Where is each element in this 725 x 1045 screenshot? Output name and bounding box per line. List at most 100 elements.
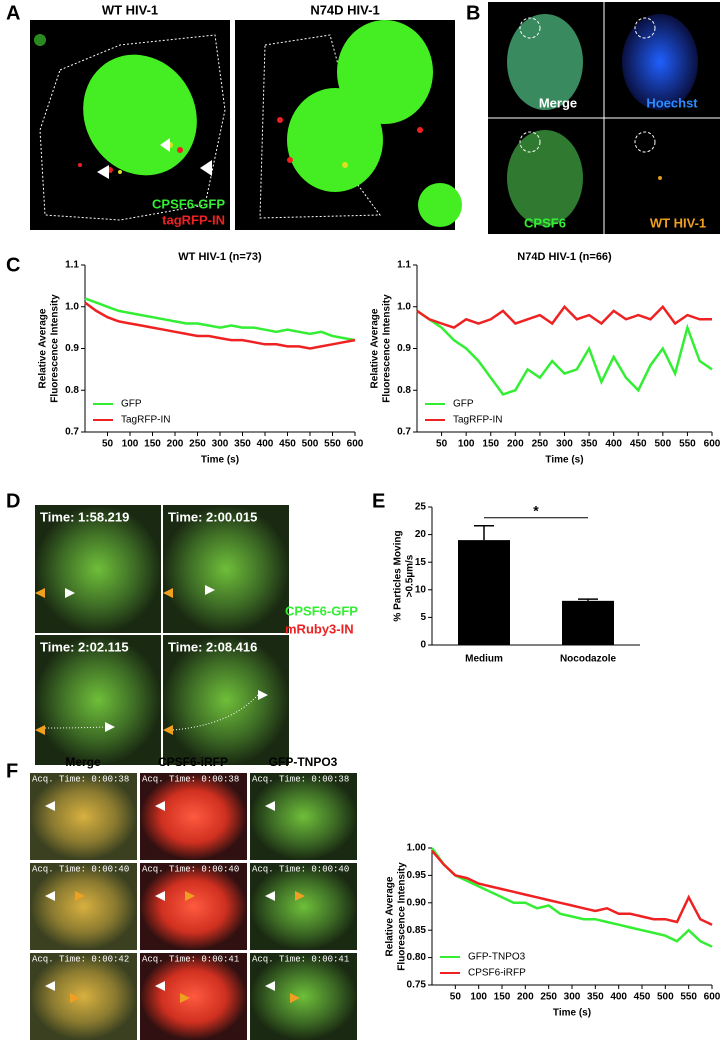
x-tick-label: 600 <box>704 992 721 1003</box>
x-tick-label: 50 <box>436 439 448 450</box>
legend-label: mRuby3-IN <box>285 621 354 636</box>
series-line <box>416 309 713 396</box>
x-tick-label: 300 <box>556 439 573 450</box>
y-tick-label: 1.0 <box>397 301 411 312</box>
micrograph: CPSF6-GFP tagRFP-IN <box>30 20 230 230</box>
y-tick-label: 0.8 <box>397 385 411 396</box>
x-tick-label: 400 <box>605 439 622 450</box>
timestamp: Acq. Time: 0:00:41 <box>252 954 349 964</box>
bar <box>458 540 510 645</box>
x-tick-label: 450 <box>634 992 651 1003</box>
y-tick-label: 0.85 <box>407 925 427 936</box>
panel-title: N74D HIV-1 <box>310 2 379 17</box>
image-label: Hoechst <box>646 95 698 110</box>
x-tick-label: 400 <box>610 992 627 1003</box>
x-tick-label: 250 <box>540 992 557 1003</box>
x-tick-label: 350 <box>587 992 604 1003</box>
error-bar <box>474 525 494 541</box>
panel-label: C <box>6 254 20 276</box>
y-tick-label: 1.1 <box>397 260 411 271</box>
x-tick-label: 450 <box>279 439 296 450</box>
timestamp: Acq. Time: 0:00:42 <box>32 954 129 964</box>
x-tick-label: 500 <box>657 992 674 1003</box>
x-tick-label: 100 <box>470 992 487 1003</box>
x-tick-label: 300 <box>212 439 229 450</box>
y-tick-label: 1.00 <box>407 843 427 854</box>
timestamp: Acq. Time: 0:00:38 <box>32 774 129 784</box>
x-axis-label: Time (s) <box>201 455 239 466</box>
x-tick-label: 50 <box>450 992 462 1003</box>
y-tick-label: 0.90 <box>407 897 427 908</box>
timestamp: Acq. Time: 0:00:38 <box>252 774 349 784</box>
y-tick-label: 0.7 <box>65 427 79 438</box>
x-tick-label: 600 <box>704 439 721 450</box>
y-tick-label: 25 <box>415 502 427 513</box>
x-tick-label: 400 <box>257 439 274 450</box>
x-axis-label: Time (s) <box>545 455 583 466</box>
x-tick-label: 350 <box>234 439 251 450</box>
x-tick-label: Nocodazole <box>560 654 617 665</box>
panel-title: WT HIV-1 <box>102 2 158 17</box>
image-label: CPSF6 <box>524 215 566 230</box>
y-tick-label: 20 <box>415 529 427 540</box>
timestamp: Acq. Time: 0:00:40 <box>252 864 349 874</box>
x-tick-label: 250 <box>189 439 206 450</box>
x-tick-label: 200 <box>507 439 524 450</box>
image-label: WT HIV-1 <box>650 215 706 230</box>
bar <box>562 600 614 645</box>
chart-title: WT HIV-1 (n=73) <box>178 251 262 263</box>
series-line <box>84 297 356 342</box>
panel-label: D <box>6 490 20 512</box>
x-tick-label: 100 <box>122 439 139 450</box>
x-tick-label: Medium <box>465 654 503 665</box>
y-tick-label: 5 <box>420 612 426 623</box>
column-title: GFP-TNPO3 <box>269 755 338 769</box>
x-tick-label: 550 <box>680 992 697 1003</box>
x-tick-label: 150 <box>494 992 511 1003</box>
column-title: Merge <box>65 755 101 769</box>
legend-label: TagRFP-IN <box>453 415 502 426</box>
micrograph <box>30 773 357 1040</box>
timestamp: Time: 1:58.219 <box>40 509 129 524</box>
y-tick-label: 0.95 <box>407 870 427 881</box>
y-axis-label: Fluorescence Intensity <box>397 862 408 971</box>
timestamp: Acq. Time: 0:00:40 <box>142 864 239 874</box>
y-tick-label: 10 <box>415 584 427 595</box>
x-tick-label: 150 <box>482 439 499 450</box>
x-tick-label: 350 <box>581 439 598 450</box>
y-tick-label: 1.0 <box>65 301 79 312</box>
x-tick-label: 500 <box>654 439 671 450</box>
y-axis-label: Fluorescence Intensity <box>50 294 61 403</box>
image-label: Merge <box>539 95 577 110</box>
x-tick-label: 500 <box>302 439 319 450</box>
x-tick-label: 100 <box>458 439 475 450</box>
y-tick-label: 1.1 <box>65 260 79 271</box>
x-tick-label: 600 <box>347 439 364 450</box>
y-tick-label: 0.9 <box>65 343 79 354</box>
y-axis-label: Relative Average <box>370 308 381 388</box>
legend-label: GFP <box>453 399 474 410</box>
timestamp: Acq. Time: 0:00:41 <box>142 954 239 964</box>
legend-label: TagRFP-IN <box>121 415 170 426</box>
legend-label: tagRFP-IN <box>162 212 225 227</box>
column-title: CPSF6-iRFP <box>158 755 228 769</box>
panel-label: A <box>6 2 20 24</box>
y-tick-label: 0.75 <box>407 980 427 991</box>
timestamp: Acq. Time: 0:00:38 <box>142 774 239 784</box>
legend-label: CPSF6-GFP <box>285 603 358 618</box>
significance-label: * <box>533 502 539 518</box>
x-tick-label: 550 <box>324 439 341 450</box>
y-tick-label: 0.80 <box>407 952 427 963</box>
x-tick-label: 200 <box>167 439 184 450</box>
timestamp: Acq. Time: 0:00:40 <box>32 864 129 874</box>
y-tick-label: 0.7 <box>397 427 411 438</box>
panel-label: F <box>6 760 18 782</box>
timestamp: Time: 2:02.115 <box>40 639 129 654</box>
y-tick-label: 0.9 <box>397 343 411 354</box>
legend-label: GFP <box>121 399 142 410</box>
y-tick-label: 15 <box>415 557 427 568</box>
y-tick-label: 0.8 <box>65 385 79 396</box>
x-tick-label: 450 <box>630 439 647 450</box>
y-axis-label: Relative Average <box>38 308 49 388</box>
